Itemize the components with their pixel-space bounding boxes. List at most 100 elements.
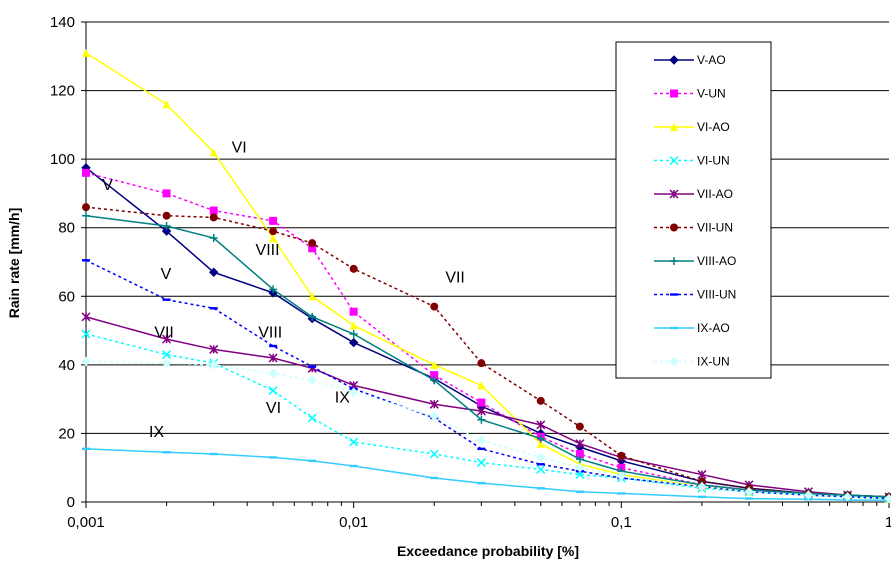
data-point <box>477 415 486 424</box>
series-line <box>85 214 890 498</box>
series-lines <box>81 48 891 504</box>
annotation-label: IX <box>335 390 350 407</box>
data-point <box>269 344 278 348</box>
y-tick-label: 0 <box>67 494 75 511</box>
data-point <box>477 381 486 390</box>
y-tick-label: 120 <box>50 83 75 100</box>
data-point <box>209 213 218 222</box>
data-point <box>477 447 486 451</box>
data-point <box>670 326 678 330</box>
legend-label: IX-UN <box>697 355 730 369</box>
y-tick-label: 60 <box>58 288 75 305</box>
data-point <box>430 371 439 380</box>
data-point <box>536 452 546 463</box>
data-point <box>307 413 317 423</box>
data-point <box>308 292 317 301</box>
annotation-label: VII <box>154 324 174 341</box>
x-tick-label: 0,001 <box>67 514 105 531</box>
series-line <box>85 448 890 502</box>
data-point <box>349 464 358 468</box>
annotation-label: V <box>102 177 113 194</box>
data-point <box>162 298 171 301</box>
data-point <box>536 434 545 443</box>
series-line <box>85 172 890 500</box>
data-point <box>697 470 707 480</box>
annotation-label: VI <box>266 400 281 417</box>
data-point <box>82 48 90 57</box>
data-point <box>162 222 171 230</box>
legend-item: VI-AO <box>654 120 730 134</box>
x-tick-label: 0,1 <box>611 514 632 531</box>
data-point <box>430 360 439 369</box>
data-point <box>269 227 278 236</box>
axes: 0 20 40 60 80 100 120 140 0,001 0,01 0,1 1 <box>50 14 891 531</box>
series-ix-ao <box>82 447 891 502</box>
data-point <box>349 437 359 447</box>
legend-label: VI-AO <box>697 120 730 134</box>
data-point <box>349 330 358 338</box>
data-point <box>536 439 545 448</box>
data-point <box>162 100 171 109</box>
annotation-label: VIII <box>256 242 280 259</box>
data-point <box>670 293 678 296</box>
data-point <box>429 411 439 421</box>
series-ix-un <box>81 356 891 504</box>
y-tick-label: 20 <box>58 425 75 442</box>
data-point <box>268 353 278 363</box>
data-point <box>307 375 317 385</box>
legend-item: VI-UN <box>654 154 730 168</box>
annotation-label: VII <box>445 270 465 287</box>
y-tick-label: 100 <box>50 151 75 168</box>
legend-item: V-UN <box>654 87 726 101</box>
data-point <box>669 356 679 367</box>
legend-item: VIII-AO <box>654 254 736 268</box>
series-line <box>85 167 890 498</box>
data-point <box>476 406 486 416</box>
y-tick-label: 140 <box>50 14 75 31</box>
data-point <box>670 223 678 232</box>
data-point <box>670 257 678 265</box>
data-point <box>575 450 584 458</box>
data-point <box>268 386 278 396</box>
data-point <box>209 206 218 215</box>
series-line <box>85 206 890 498</box>
x-axis-title: Exceedance probability [%] <box>397 543 579 559</box>
data-point <box>81 329 91 339</box>
data-point <box>308 239 317 248</box>
legend-item: IX-AO <box>654 321 730 335</box>
data-point <box>617 451 626 460</box>
data-point <box>162 189 171 198</box>
data-point <box>884 493 891 504</box>
data-point <box>348 337 359 348</box>
legend-item: IX-UN <box>654 355 730 369</box>
data-point <box>575 439 585 449</box>
legend-label: VII-AO <box>697 187 733 201</box>
legend-label: VI-UN <box>697 154 730 168</box>
legend-item: VII-AO <box>654 187 733 201</box>
data-point <box>477 398 486 407</box>
data-point <box>209 360 219 370</box>
data-point <box>308 365 317 368</box>
data-point <box>269 234 278 242</box>
data-point <box>575 455 584 464</box>
data-point <box>575 463 585 473</box>
annotation-label: IX <box>149 424 164 441</box>
legend-label: V-AO <box>697 53 726 67</box>
legend-item: VIII-UN <box>654 288 736 302</box>
data-point <box>697 481 707 492</box>
y-tick-label: 40 <box>58 357 75 374</box>
data-point <box>82 168 90 177</box>
legend-label: VIII-AO <box>697 254 736 268</box>
data-point <box>82 259 90 262</box>
data-point <box>209 307 218 310</box>
annotations: VI V V VIII VII VII VIII IX VI IX <box>102 139 465 441</box>
data-point <box>82 447 90 451</box>
data-point <box>477 481 486 485</box>
data-point <box>476 458 486 468</box>
data-point <box>617 492 626 495</box>
data-point <box>430 302 439 311</box>
data-point <box>209 234 218 242</box>
y-axis-title: Rain rate [mm/h] <box>6 208 22 318</box>
